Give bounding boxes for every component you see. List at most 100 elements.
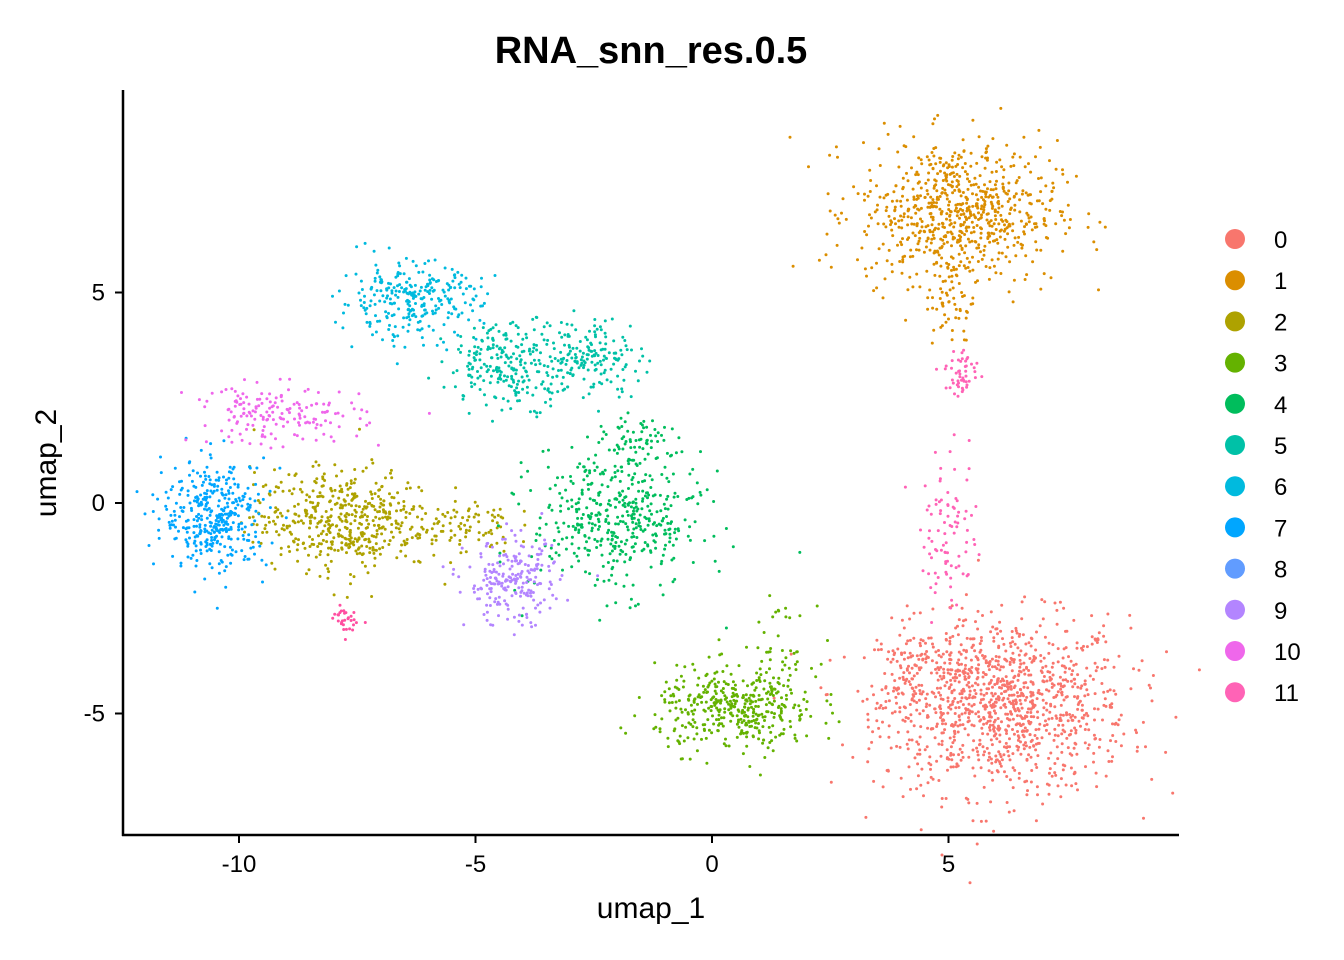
data-point bbox=[945, 748, 949, 752]
data-point bbox=[359, 279, 363, 283]
data-point bbox=[699, 696, 702, 699]
data-point bbox=[340, 541, 344, 545]
data-point bbox=[502, 379, 506, 383]
data-point bbox=[693, 708, 697, 712]
data-point bbox=[473, 584, 476, 588]
data-point bbox=[715, 706, 719, 710]
data-point bbox=[420, 525, 424, 529]
data-point bbox=[344, 518, 348, 522]
data-point bbox=[1056, 690, 1060, 694]
data-point bbox=[215, 470, 219, 474]
data-point bbox=[191, 553, 195, 557]
data-point bbox=[386, 294, 389, 298]
data-point bbox=[640, 507, 644, 511]
data-point bbox=[509, 385, 513, 389]
data-point bbox=[474, 353, 478, 357]
data-point bbox=[308, 545, 312, 548]
data-point bbox=[306, 387, 310, 391]
data-point bbox=[631, 520, 635, 524]
data-point bbox=[723, 707, 727, 711]
data-point bbox=[327, 522, 331, 526]
data-point bbox=[856, 192, 860, 196]
data-point bbox=[378, 552, 382, 556]
data-point bbox=[388, 297, 392, 301]
data-point bbox=[645, 370, 649, 374]
data-point bbox=[236, 485, 240, 489]
data-point bbox=[1044, 664, 1048, 668]
data-point bbox=[199, 529, 203, 532]
data-point bbox=[599, 502, 603, 506]
data-point bbox=[729, 672, 733, 676]
data-point bbox=[349, 482, 353, 485]
data-point bbox=[984, 661, 988, 665]
data-point bbox=[982, 248, 986, 252]
data-point bbox=[971, 192, 974, 196]
data-point bbox=[1068, 752, 1072, 756]
data-point bbox=[889, 746, 893, 750]
data-point bbox=[205, 465, 209, 469]
data-point bbox=[717, 569, 721, 573]
data-point bbox=[984, 819, 988, 823]
data-point bbox=[278, 416, 282, 420]
data-point bbox=[1039, 190, 1043, 194]
data-point bbox=[488, 587, 492, 591]
data-point bbox=[944, 320, 948, 324]
data-point bbox=[319, 532, 323, 536]
data-point bbox=[252, 428, 256, 432]
data-point bbox=[768, 681, 772, 685]
data-point bbox=[974, 204, 978, 208]
data-point bbox=[556, 476, 559, 480]
data-point bbox=[936, 113, 940, 117]
data-point bbox=[688, 693, 692, 697]
data-point bbox=[1035, 766, 1039, 769]
data-point bbox=[948, 685, 952, 689]
data-point bbox=[998, 668, 1002, 672]
data-point bbox=[752, 694, 756, 698]
data-point bbox=[254, 509, 258, 513]
data-point bbox=[928, 228, 932, 232]
data-point bbox=[405, 316, 409, 320]
data-point bbox=[809, 714, 813, 718]
data-point bbox=[217, 550, 221, 554]
data-point bbox=[768, 658, 772, 662]
data-point bbox=[582, 366, 585, 370]
data-point bbox=[365, 410, 369, 414]
data-point bbox=[248, 516, 252, 520]
data-point bbox=[938, 674, 942, 678]
data-point bbox=[1097, 745, 1101, 749]
data-point bbox=[783, 663, 787, 667]
data-point bbox=[241, 498, 245, 502]
data-point bbox=[400, 543, 404, 547]
data-point bbox=[1066, 203, 1070, 207]
data-point bbox=[771, 749, 775, 753]
data-point bbox=[265, 410, 269, 414]
data-point bbox=[344, 537, 348, 541]
data-point bbox=[540, 563, 544, 567]
data-point bbox=[612, 362, 616, 366]
data-point bbox=[961, 755, 965, 759]
data-point bbox=[917, 742, 920, 746]
data-point bbox=[994, 711, 997, 715]
data-point bbox=[219, 518, 223, 522]
data-point bbox=[988, 719, 992, 723]
data-point bbox=[982, 785, 986, 789]
data-point bbox=[994, 700, 998, 704]
data-point bbox=[674, 706, 678, 710]
data-point bbox=[1028, 707, 1032, 711]
data-point bbox=[933, 228, 936, 232]
data-point bbox=[179, 564, 183, 568]
data-point bbox=[340, 506, 344, 510]
data-point bbox=[649, 565, 653, 569]
data-point bbox=[445, 282, 449, 286]
data-point bbox=[353, 477, 357, 481]
data-point bbox=[581, 351, 585, 355]
data-point bbox=[597, 511, 601, 515]
data-point bbox=[222, 523, 226, 527]
data-point bbox=[411, 296, 415, 300]
data-point bbox=[1093, 707, 1096, 711]
data-point bbox=[1034, 240, 1038, 244]
data-point bbox=[998, 733, 1002, 737]
data-point bbox=[445, 348, 449, 352]
data-point bbox=[157, 536, 161, 540]
data-point bbox=[193, 539, 197, 543]
